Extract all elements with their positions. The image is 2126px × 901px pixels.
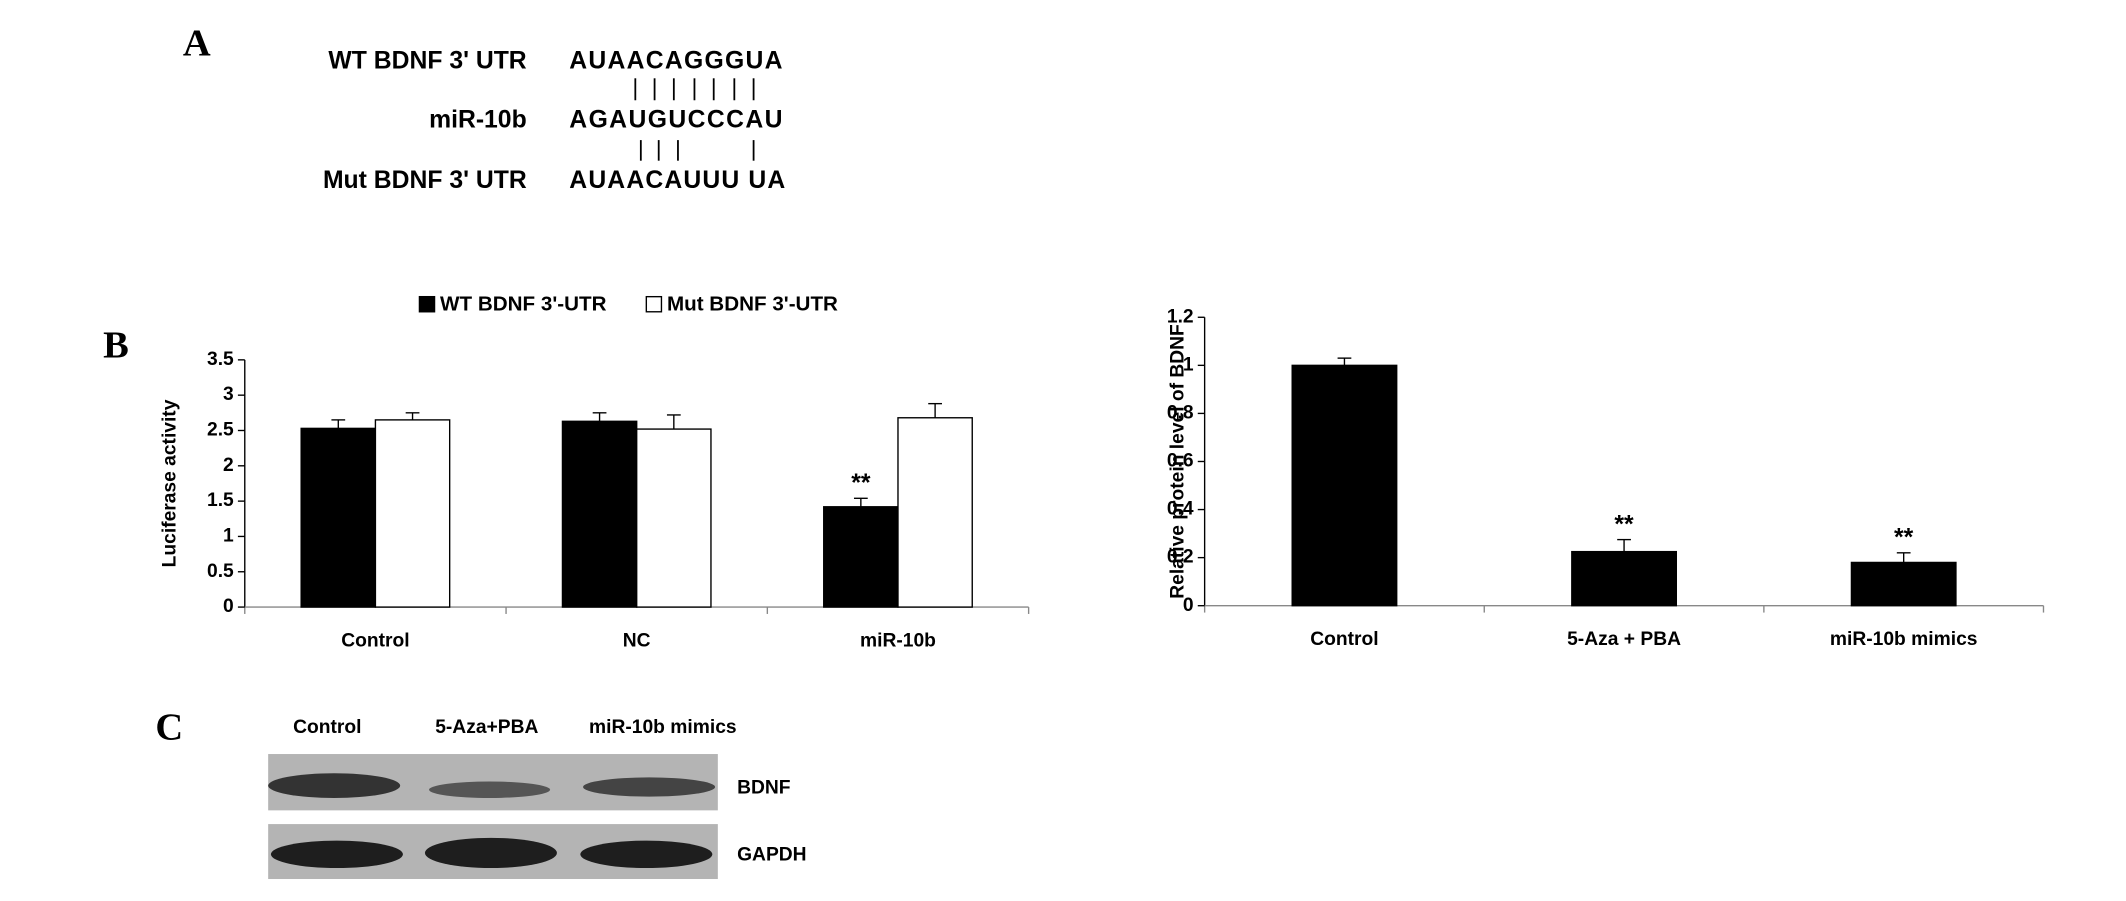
- panel-label: B: [103, 325, 129, 367]
- legend-label: WT BDNF 3'-UTR: [440, 292, 607, 315]
- y-axis-label: Luciferase activity: [160, 399, 181, 567]
- legend-label: Mut BDNF 3'-UTR: [667, 292, 838, 315]
- x-tick-label: Control: [1310, 629, 1378, 650]
- x-tick-label: Control: [341, 630, 409, 651]
- sequence-alignment: WT BDNF 3' UTR miR-10b Mut BDNF 3' UTR A…: [323, 47, 785, 193]
- y-axis-label: Relative protein level of BDNF: [1168, 324, 1189, 599]
- y-tick-label: 0: [223, 596, 234, 617]
- significance-label: **: [1894, 525, 1914, 552]
- row-label: WT BDNF 3' UTR: [328, 47, 526, 74]
- band: [580, 840, 713, 869]
- sequence: AUAACAUUU UA: [569, 167, 785, 194]
- bar: [374, 419, 451, 608]
- panel-label: C: [155, 707, 183, 749]
- bar: [897, 417, 973, 608]
- band: [268, 773, 401, 798]
- significance-label: **: [1614, 511, 1634, 538]
- y-tick-label: 2: [223, 455, 234, 476]
- bar: [300, 427, 377, 608]
- significance-label: **: [851, 470, 871, 497]
- bar: [1850, 561, 1957, 607]
- y-tick-label: 0.5: [207, 561, 234, 582]
- legend-swatch: [418, 295, 436, 313]
- x-tick-label: NC: [623, 630, 651, 651]
- band-label: GAPDH: [737, 845, 807, 866]
- legend-swatch: [645, 295, 663, 313]
- band: [583, 777, 716, 797]
- bar: [823, 506, 899, 608]
- y-tick-label: 1: [223, 526, 234, 547]
- y-tick-label: 1.2: [1167, 306, 1194, 327]
- lane-label: 5-Aza+PBA: [435, 717, 538, 738]
- band-label: BDNF: [737, 777, 791, 798]
- row-label: Mut BDNF 3' UTR: [323, 167, 527, 194]
- band: [429, 781, 551, 798]
- y-tick-label: 1.5: [207, 490, 234, 511]
- y-tick-label: 3: [223, 384, 234, 405]
- band: [270, 840, 403, 869]
- y-tick-label: 0: [1183, 595, 1194, 616]
- sequence: AGAUGUCCCAU: [569, 106, 782, 133]
- x-tick-label: miR-10b: [860, 630, 936, 651]
- lane-label: miR-10b mimics: [589, 717, 737, 738]
- x-tick-label: miR-10b mimics: [1830, 629, 1978, 650]
- panel-label: A: [183, 23, 211, 65]
- band: [424, 837, 557, 869]
- y-tick-label: 0.8: [1167, 403, 1194, 424]
- western-blot: Control 5-Aza+PBA miR-10b mimics BDNF GA…: [268, 717, 807, 880]
- y-tick-label: 0.4: [1167, 499, 1194, 520]
- bar: [1571, 550, 1678, 607]
- y-tick-label: 0.2: [1167, 547, 1194, 568]
- lane-label: Control: [293, 717, 361, 738]
- pair-lines: [634, 78, 755, 161]
- bar: [636, 428, 712, 608]
- sequence: AUAACAGGGUA: [569, 47, 782, 74]
- row-label: miR-10b: [429, 106, 527, 133]
- bar: [1291, 364, 1398, 607]
- y-tick-label: 1: [1183, 354, 1194, 375]
- bar: [561, 420, 638, 608]
- y-tick-label: 2.5: [207, 420, 234, 441]
- y-tick-label: 0.6: [1167, 451, 1194, 472]
- y-tick-label: 3.5: [207, 349, 234, 370]
- x-tick-label: 5-Aza + PBA: [1567, 629, 1681, 650]
